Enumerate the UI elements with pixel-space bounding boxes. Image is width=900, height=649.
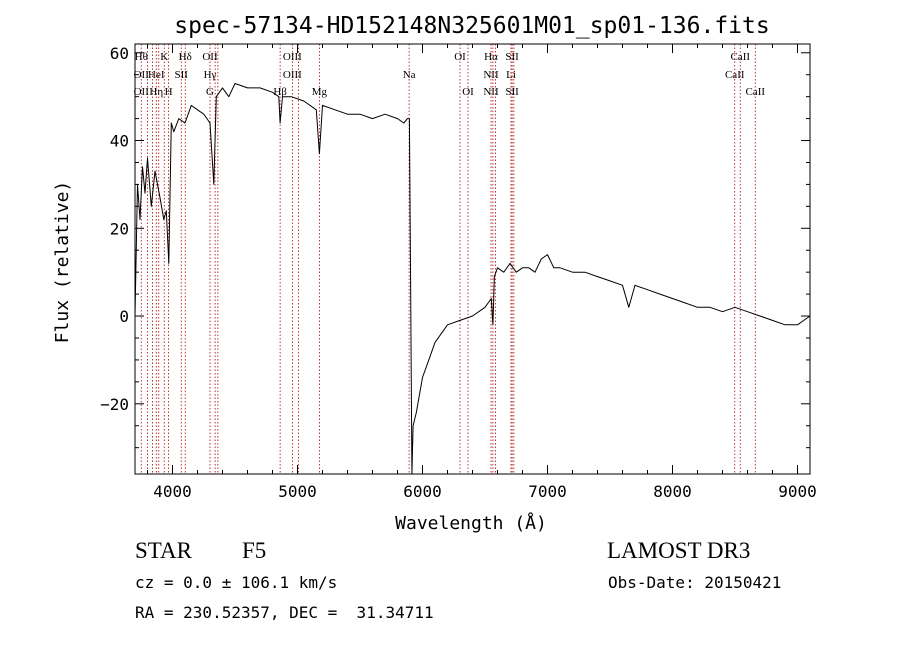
line-label: Hη [149, 86, 163, 98]
y-tick-label: 20 [110, 219, 129, 238]
plot-frame [134, 43, 811, 475]
line-label: SII [505, 51, 519, 63]
emission-line-markers [140, 44, 756, 474]
line-label: NII [483, 69, 499, 81]
line-label: OIII [283, 51, 302, 63]
x-tick-label: 8000 [653, 482, 692, 501]
line-label: SII [175, 69, 189, 81]
y-axis: −20 0 20 40 60 [100, 44, 810, 449]
observation-date: Obs-Date: 20150421 [608, 573, 782, 592]
x-tick-label: 7000 [528, 482, 567, 501]
line-label: Na [403, 69, 416, 81]
line-label: H [165, 86, 173, 98]
y-tick-label: −20 [100, 395, 129, 414]
line-label: Hα [484, 51, 498, 63]
survey-name: LAMOST DR3 [607, 538, 751, 563]
y-axis-label: Flux (relative) [52, 181, 73, 344]
x-axis-label: Wavelength (Å) [395, 512, 547, 534]
line-label: CaII [745, 86, 765, 98]
line-label: OIII [283, 69, 302, 81]
coordinates: RA = 230.52357, DEC = 31.34711 [135, 603, 434, 622]
x-tick-label: 5000 [278, 482, 317, 501]
line-label: NII [483, 86, 499, 98]
line-label: Hγ [204, 69, 217, 81]
x-axis: 4000 5000 6000 7000 8000 9000 [147, 44, 817, 501]
line-label: OII [202, 51, 218, 63]
line-label: K [160, 51, 168, 63]
x-tick-label: 9000 [778, 482, 817, 501]
x-tick-label: 4000 [153, 482, 192, 501]
object-type: STAR [135, 538, 192, 563]
line-label: CaII [725, 69, 745, 81]
line-label: HeI [148, 69, 165, 81]
object-subclass: F5 [242, 538, 267, 563]
x-tick-label: 6000 [403, 482, 442, 501]
line-label: G [206, 86, 214, 98]
line-label: OI [462, 86, 474, 98]
line-label: OII [134, 86, 150, 98]
line-label: Mg [312, 86, 328, 98]
y-tick-label: 40 [110, 132, 129, 151]
line-label: Hδ [179, 51, 192, 63]
line-label: SII [505, 86, 519, 98]
line-label: Hθ [135, 51, 148, 63]
line-label: CaII [730, 51, 750, 63]
line-label: Li [506, 69, 516, 81]
spectrum-line [134, 83, 811, 475]
y-tick-label: 0 [119, 307, 129, 326]
y-tick-label: 60 [110, 44, 129, 63]
line-label: OI [454, 51, 466, 63]
chart-title: spec-57134-HD152148N325601M01_sp01-136.f… [174, 13, 769, 39]
redshift-velocity: cz = 0.0 ± 106.1 km/s [135, 573, 338, 592]
line-label: OII [134, 69, 150, 81]
